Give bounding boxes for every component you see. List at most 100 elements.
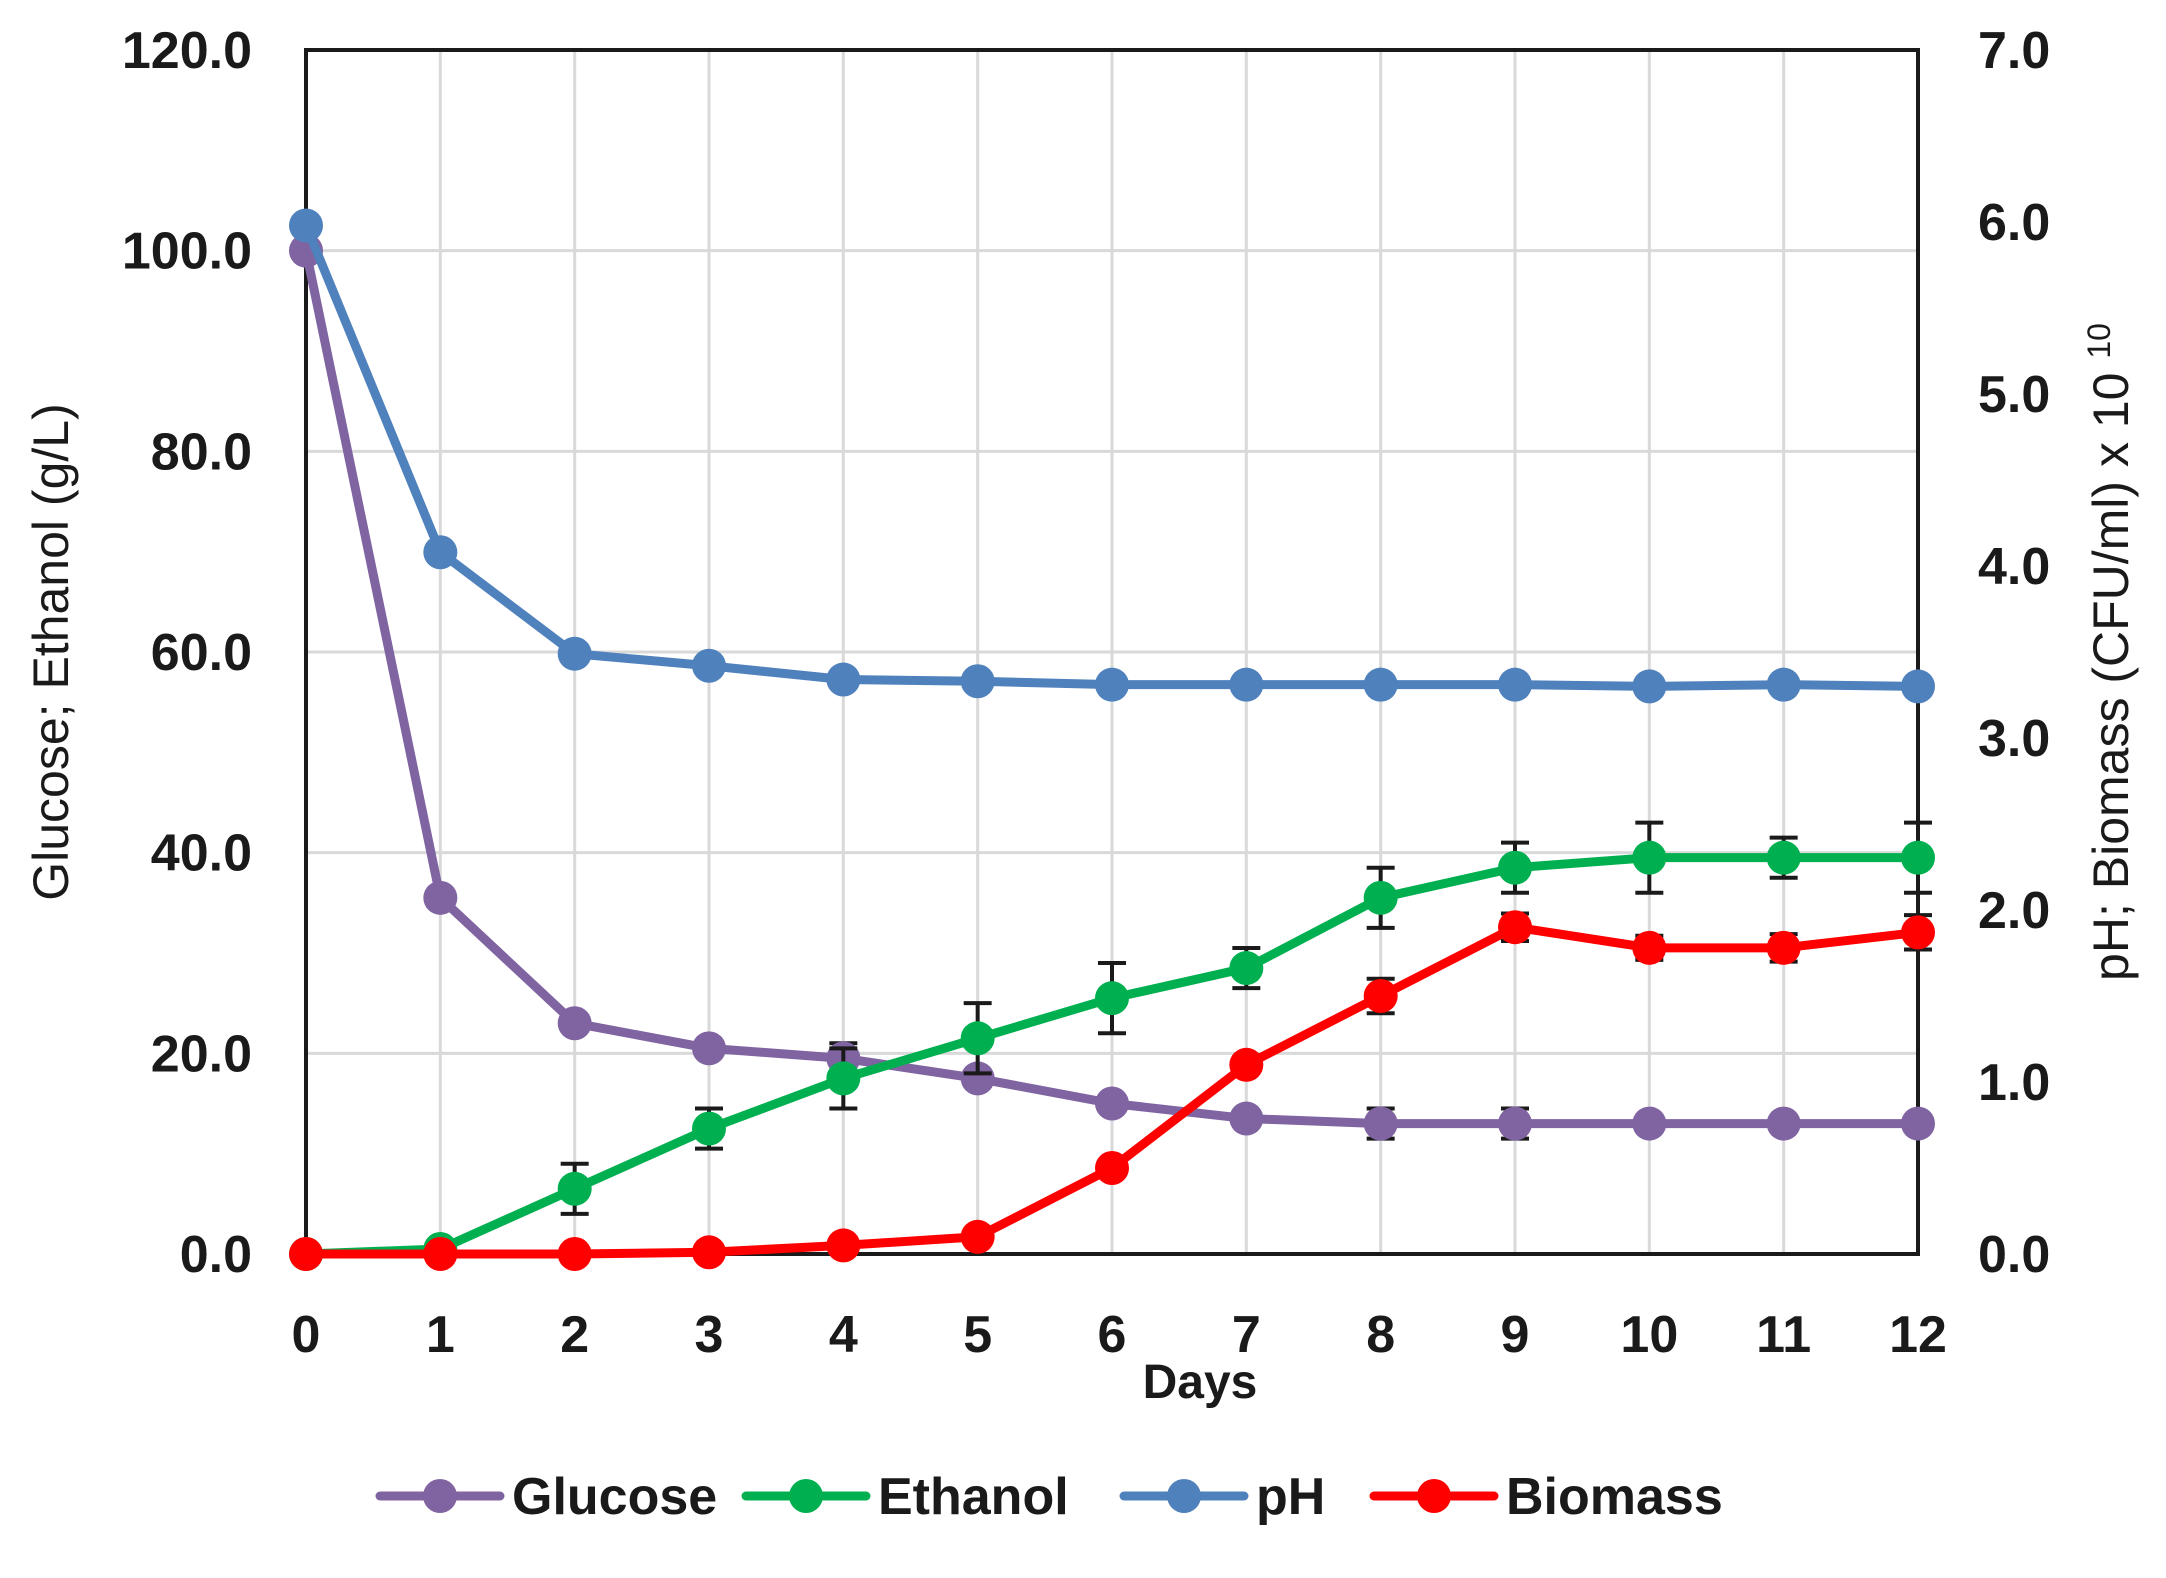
x-tick-label: 11 (1756, 1306, 1811, 1364)
x-tick-label: 3 (695, 1306, 724, 1364)
data-point-glucose (1632, 1106, 1667, 1141)
data-point-glucose (557, 1006, 592, 1041)
series (289, 208, 1935, 1271)
data-point-glucose (423, 880, 458, 915)
data-point-biomass (1901, 915, 1935, 950)
legend: Glucose Ethanol pH Biomass (375, 1468, 1723, 1526)
data-point-glucose (1498, 1106, 1532, 1141)
data-point-biomass (557, 1237, 592, 1271)
series-ph (289, 208, 1935, 704)
y-right-tick-label: 2.0 (1978, 882, 2050, 940)
data-point-ph (960, 664, 995, 699)
data-point-ethanol (1229, 951, 1264, 986)
data-point-biomass (1229, 1047, 1264, 1082)
y-axis-right-title-exponent: 10 (2081, 323, 2117, 359)
series-ethanol (289, 820, 1935, 1271)
data-point-ph (1901, 669, 1935, 704)
data-point-biomass (1095, 1151, 1129, 1185)
y-right-tick-label: 7.0 (1978, 22, 2050, 80)
x-tick-label: 1 (426, 1306, 455, 1364)
legend-item-glucose: Glucose (375, 1468, 717, 1526)
data-point-ethanol (1632, 840, 1667, 875)
data-point-biomass (960, 1219, 995, 1254)
y-right-tick-label: 1.0 (1978, 1054, 2050, 1112)
data-point-glucose (960, 1061, 995, 1096)
y-axis-left-title: Glucose; Ethanol (g/L) (23, 403, 79, 901)
data-point-ethanol (960, 1021, 995, 1056)
data-point-ethanol (1498, 850, 1532, 885)
y-axis-right-title: pH; Biomass (CFU/ml) x 10 10 (2081, 323, 2139, 981)
data-point-glucose (1229, 1101, 1264, 1136)
data-point-glucose (692, 1031, 726, 1066)
data-point-glucose (1901, 1106, 1935, 1141)
data-point-ph (1632, 669, 1667, 704)
x-tick-label: 10 (1620, 1306, 1678, 1364)
data-point-biomass (692, 1235, 726, 1270)
data-point-glucose (1363, 1106, 1398, 1141)
y-left-tick-label: 100.0 (122, 223, 252, 281)
y-right-tick-label: 3.0 (1978, 710, 2050, 768)
legend-swatch-marker (1417, 1479, 1451, 1513)
data-point-biomass (1766, 930, 1801, 965)
plot-area-border (304, 48, 1920, 1256)
data-point-ph (1766, 667, 1801, 702)
y-left-tick-label: 120.0 (122, 22, 252, 80)
x-tick-label: 5 (963, 1306, 992, 1364)
data-point-ph (1363, 667, 1398, 702)
data-point-ph (1095, 667, 1129, 702)
data-point-ethanol (557, 1171, 592, 1206)
legend-label: Glucose (512, 1468, 717, 1526)
x-tick-label: 6 (1098, 1306, 1127, 1364)
data-point-biomass (423, 1237, 458, 1271)
legend-item-ph: pH (1119, 1468, 1325, 1526)
data-point-ph (557, 636, 592, 671)
y-right-tick-label: 4.0 (1978, 538, 2050, 596)
data-point-ph (289, 208, 323, 243)
y-left-tick-label: 40.0 (151, 825, 252, 883)
series-biomass (289, 910, 1935, 1271)
legend-swatch-marker (423, 1479, 457, 1513)
x-tick-label: 8 (1366, 1306, 1395, 1364)
legend-label: Biomass (1506, 1468, 1723, 1526)
data-point-biomass (1498, 910, 1532, 945)
y-right-tick-label: 6.0 (1978, 194, 2050, 252)
axis-tick-labels: 0 1 2 3 4 5 6 7 8 9 10 11 120.020.040.060.080.0100.0… (122, 22, 2050, 1364)
data-point-glucose (1095, 1086, 1129, 1121)
data-point-biomass (826, 1228, 861, 1263)
data-point-ph (1498, 667, 1532, 702)
data-point-ph (692, 648, 726, 683)
data-point-biomass (1632, 930, 1667, 965)
data-point-biomass (1363, 979, 1398, 1013)
x-tick-label: 4 (829, 1306, 858, 1364)
legend-item-ethanol: Ethanol (741, 1468, 1069, 1526)
y-right-tick-label: 0.0 (1978, 1226, 2050, 1284)
legend-label: Ethanol (878, 1468, 1069, 1526)
y-left-tick-label: 80.0 (151, 423, 252, 481)
data-point-ph (826, 662, 861, 697)
x-tick-label: 0 (292, 1306, 321, 1364)
x-tick-label: 12 (1889, 1306, 1947, 1364)
y-left-tick-label: 20.0 (151, 1025, 252, 1083)
x-tick-label: 9 (1501, 1306, 1530, 1364)
data-point-ethanol (1095, 981, 1129, 1016)
legend-swatch-marker (1167, 1479, 1201, 1513)
legend-item-biomass: Biomass (1369, 1468, 1723, 1526)
x-axis-title: Days (1143, 1356, 1258, 1409)
data-point-glucose (1766, 1106, 1801, 1141)
data-point-ph (423, 535, 458, 570)
data-point-ph (1229, 667, 1264, 702)
y-axis-right-title-main: pH; Biomass (CFU/ml) x 10 (2083, 373, 2139, 981)
data-point-ethanol (826, 1061, 861, 1096)
y-left-tick-label: 0.0 (180, 1226, 252, 1284)
data-point-biomass (289, 1237, 323, 1271)
data-point-ethanol (1901, 840, 1935, 875)
y-left-tick-label: 60.0 (151, 624, 252, 682)
data-point-ethanol (692, 1111, 726, 1146)
x-tick-label: 2 (560, 1306, 589, 1364)
data-point-ethanol (1363, 880, 1398, 915)
legend-swatch-marker (789, 1479, 823, 1513)
x-tick-label: 7 (1232, 1306, 1261, 1364)
y-right-tick-label: 5.0 (1978, 366, 2050, 424)
